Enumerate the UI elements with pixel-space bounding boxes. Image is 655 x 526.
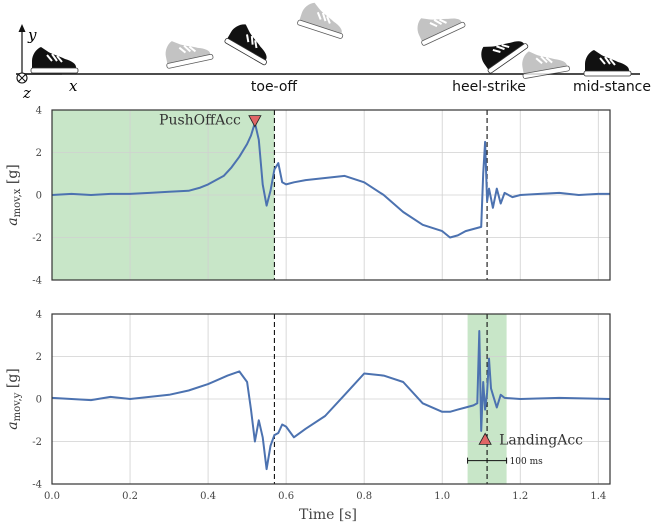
y-tick-label: -4 (32, 480, 42, 491)
annotation-label: PushOffAcc (159, 113, 241, 129)
y-axis-label: amov,x [g] (5, 164, 23, 226)
sneaker-icon (474, 24, 530, 75)
x-tick-label: 0.0 (44, 491, 60, 502)
phase-label-toe-off: toe-off (251, 79, 298, 95)
axis-label-y: y (27, 26, 37, 44)
sneaker-icon (583, 49, 632, 77)
y-tick-label: 2 (36, 352, 42, 363)
x-tick-label: 1.4 (590, 491, 606, 502)
sneaker-icon (296, 0, 351, 40)
sneaker-icon (411, 1, 467, 47)
axis-label-x: x (69, 77, 78, 95)
series-line (51, 330, 611, 471)
x-tick-label: 0.4 (200, 491, 216, 502)
y-tick-label: 4 (36, 310, 42, 321)
y-tick-label: 4 (36, 106, 42, 117)
sneaker-icon (161, 32, 215, 70)
gait-illustration: y x z toe-off heel-strike mid-stance (16, 0, 651, 102)
series-line (51, 121, 610, 239)
plot-layer: -4 -2 0 2 4 PushOffAcc (32, 106, 611, 287)
sneaker-icon (30, 46, 79, 74)
phase-label-mid-stance: mid-stance (573, 79, 651, 95)
x-tick-label: 0.2 (122, 491, 138, 502)
y-tick-label: -2 (32, 437, 42, 448)
x-tick-label: 1.0 (434, 491, 450, 502)
sneaker-icon (223, 18, 279, 67)
phase-label-heel-strike: heel-strike (452, 79, 526, 95)
x-tick-label: 1.2 (512, 491, 528, 502)
plot-frame (51, 313, 611, 485)
plot-layer: -4 -2 0 2 4 0.0 0.2 0.4 0.6 0.8 1.0 1.2 1.4 LandingAc… (32, 310, 611, 502)
chart-panel-y: -4 -2 0 2 4 0.0 0.2 0.4 0.6 0.8 1.0 1.2 1.4 LandingAc… (5, 310, 611, 523)
pushoff-marker (248, 115, 262, 128)
x-tick-label: 0.6 (278, 491, 294, 502)
x-axis-label: Time [s] (299, 507, 357, 523)
coordinate-axes: y x z (16, 24, 78, 102)
y-tick-label: -4 (32, 276, 42, 287)
chart-panel-x: -4 -2 0 2 4 PushOffAcc amov,x [g] (5, 106, 611, 287)
scale-bar-label: 100 ms (510, 457, 544, 467)
plot-frame (51, 109, 611, 281)
annotation-label: LandingAcc (499, 432, 583, 448)
landing-marker (478, 432, 492, 445)
axis-label-z: z (22, 84, 31, 102)
y-tick-label: -2 (32, 233, 42, 244)
x-tick-label: 0.8 (356, 491, 372, 502)
y-tick-label: 0 (36, 395, 42, 406)
y-tick-label: 0 (36, 191, 42, 202)
y-tick-label: 2 (36, 148, 42, 159)
y-axis-label: amov,y [g] (5, 368, 23, 430)
